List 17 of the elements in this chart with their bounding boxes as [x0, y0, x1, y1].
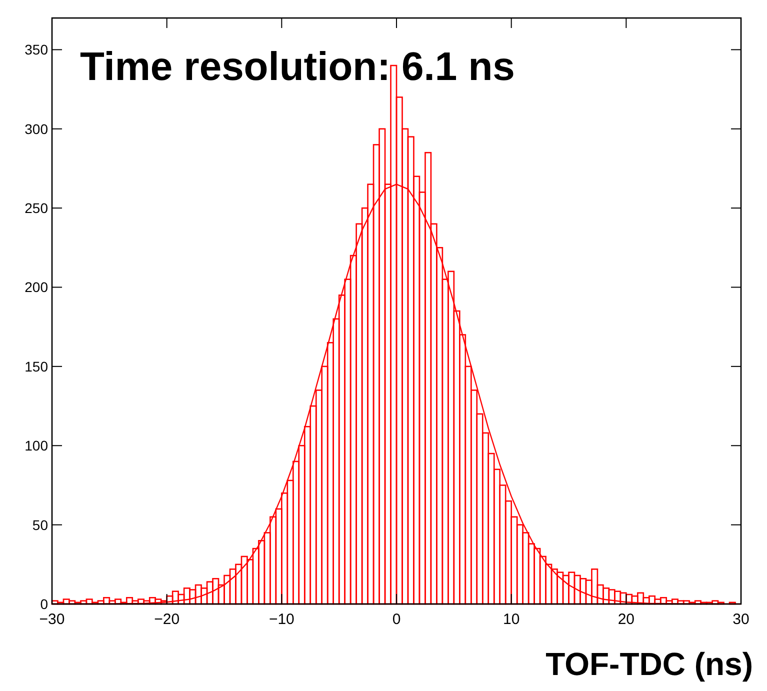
x-tick-label: −30 — [39, 611, 65, 628]
y-tick-label: 200 — [24, 279, 48, 296]
x-tick-label: 0 — [392, 611, 401, 628]
annotation: Time resolution: 6.1 ns — [80, 45, 515, 89]
y-tick-label: 250 — [24, 200, 48, 216]
y-tick-label: 350 — [24, 42, 48, 58]
y-tick-label: 150 — [24, 358, 48, 374]
x-tick-label: 20 — [618, 611, 635, 628]
x-tick-label: −10 — [268, 611, 294, 628]
x-tick-label: 10 — [502, 611, 520, 628]
y-tick-label: 0 — [40, 596, 48, 612]
x-tick-label: 30 — [732, 611, 750, 628]
x-tick-label: −20 — [154, 611, 180, 628]
y-tick-label: 50 — [32, 516, 48, 533]
x-axis-title: TOF-TDC (ns) — [546, 646, 753, 682]
y-tick-label: 100 — [24, 438, 48, 454]
y-tick-label: 300 — [24, 120, 48, 137]
